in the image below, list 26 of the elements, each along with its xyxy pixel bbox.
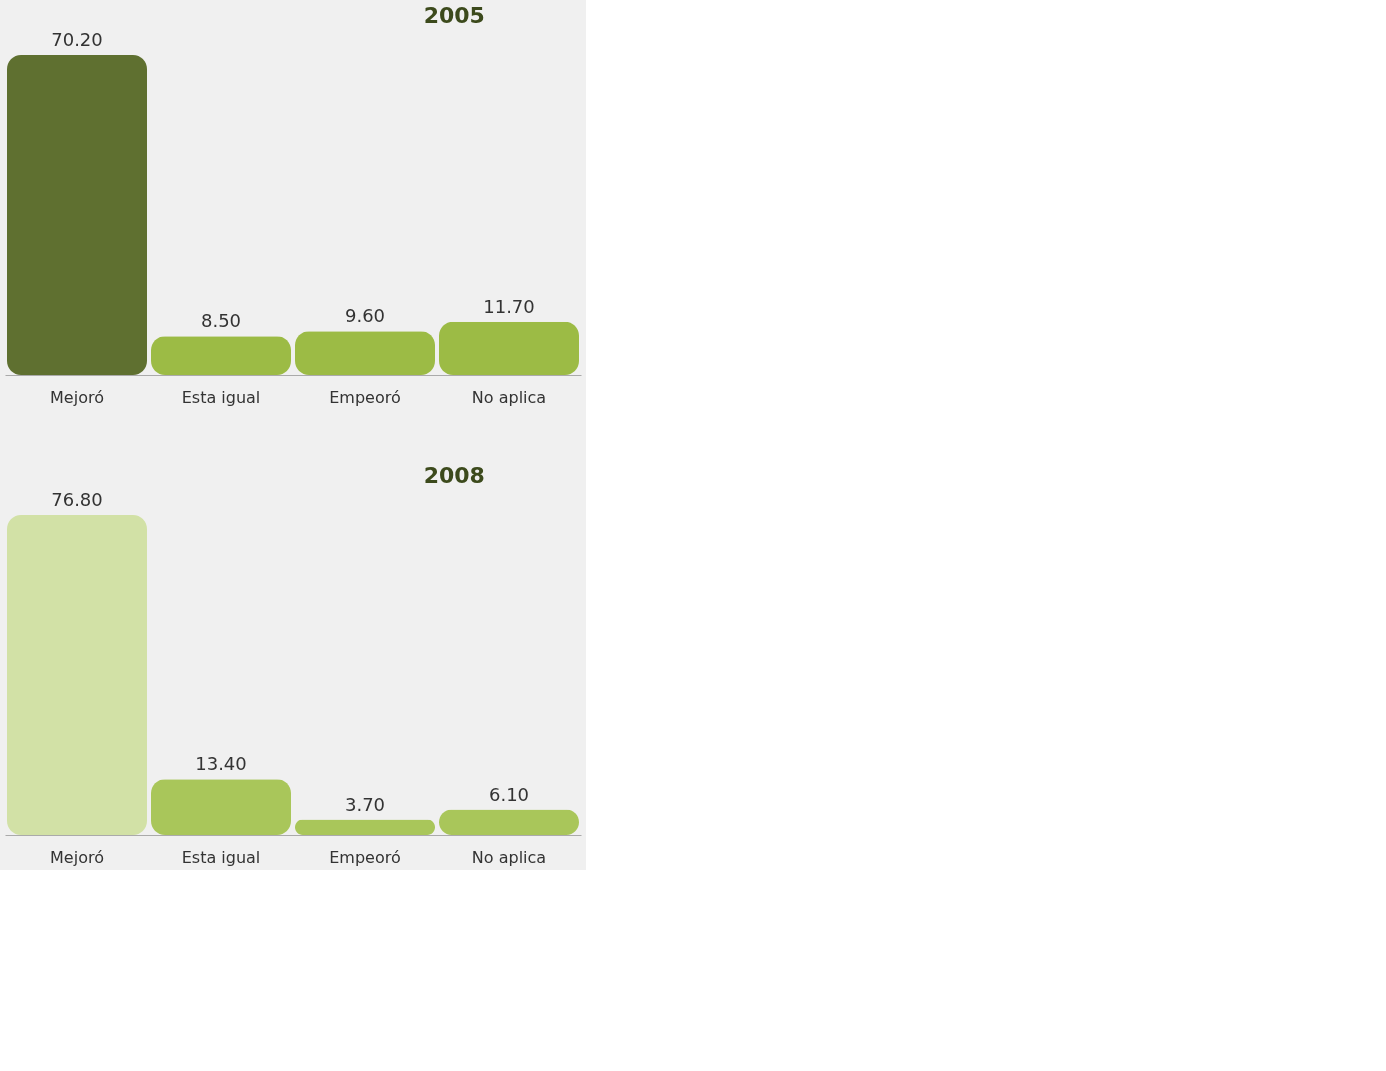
x-tick-label: No aplica — [471, 387, 547, 407]
bar — [151, 779, 291, 835]
data-label: 13.40 — [195, 753, 247, 775]
bar — [439, 809, 579, 835]
bar — [151, 336, 291, 375]
data-label: 8.50 — [200, 310, 242, 332]
x-tick-label: Esta igual — [181, 387, 261, 407]
x-tick-label: Empeoró — [329, 847, 401, 867]
bar — [295, 819, 435, 835]
x-tick-label: Mejoró — [50, 847, 104, 867]
x-tick-label: Empeoró — [329, 387, 401, 407]
x-tick-label: No aplica — [471, 847, 547, 867]
data-label: 3.70 — [344, 793, 386, 815]
data-label: 6.10 — [488, 783, 530, 805]
bar — [439, 321, 579, 375]
data-label: 9.60 — [344, 305, 386, 327]
chart-title: 2005 — [423, 3, 485, 28]
bar — [295, 331, 435, 375]
x-tick-label: Esta igual — [181, 847, 261, 867]
x-tick-label: Mejoró — [50, 387, 104, 407]
chart-title: 2008 — [423, 463, 485, 488]
bar — [7, 515, 147, 835]
data-label: 11.70 — [483, 295, 535, 317]
data-label: 76.80 — [51, 489, 103, 510]
bar — [7, 55, 147, 375]
data-label: 70.20 — [51, 29, 103, 50]
